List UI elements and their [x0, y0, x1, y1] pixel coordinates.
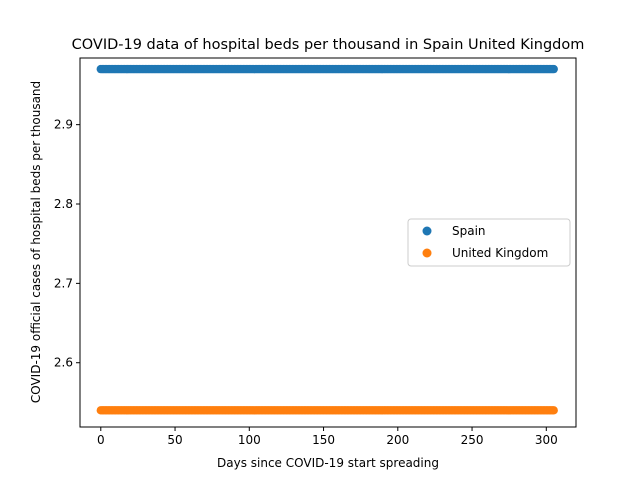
legend-marker: [422, 226, 432, 236]
legend-box: [407, 218, 571, 267]
plot-frame: [79, 57, 577, 428]
chart-title: COVID-19 data of hospital beds per thous…: [72, 37, 585, 53]
x-axis-label: Days since COVID-19 start spreading: [217, 456, 439, 470]
legend-marker: [422, 248, 432, 258]
y-tick-label: 2.7: [54, 276, 73, 290]
plot-area: [79, 57, 577, 428]
y-axis: 2.6 2.7 2.8 2.9: [54, 118, 80, 370]
legend-label: United Kingdom: [452, 246, 548, 260]
legend-label: Spain: [452, 224, 486, 238]
y-tick-label: 2.8: [54, 197, 73, 211]
x-tick-label: 100: [238, 433, 261, 447]
x-tick-label: 150: [312, 433, 335, 447]
x-tick-label: 300: [535, 433, 558, 447]
x-tick-label: 200: [386, 433, 409, 447]
x-tick-label: 250: [461, 433, 484, 447]
data-point: [549, 406, 558, 415]
y-tick-label: 2.9: [54, 118, 73, 132]
y-tick-label: 2.6: [54, 356, 73, 370]
y-axis-label: COVID-19 official cases of hospital beds…: [29, 81, 43, 403]
x-tick-label: 0: [97, 433, 105, 447]
series-united-kingdom: [96, 406, 558, 415]
data-point: [549, 64, 558, 74]
x-axis: 0 50 100 150 200 250 300: [97, 427, 558, 447]
legend: Spain United Kingdom: [407, 218, 571, 267]
series-spain: [96, 64, 558, 74]
x-tick-label: 50: [167, 433, 182, 447]
